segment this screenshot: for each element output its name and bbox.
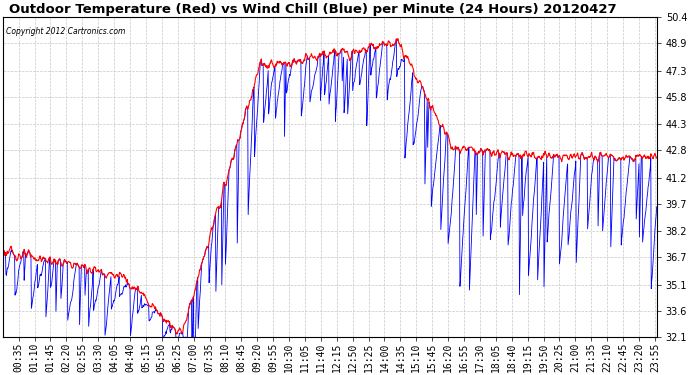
Text: Copyright 2012 Cartronics.com: Copyright 2012 Cartronics.com: [6, 27, 126, 36]
Text: Outdoor Temperature (Red) vs Wind Chill (Blue) per Minute (24 Hours) 20120427: Outdoor Temperature (Red) vs Wind Chill …: [10, 3, 617, 16]
